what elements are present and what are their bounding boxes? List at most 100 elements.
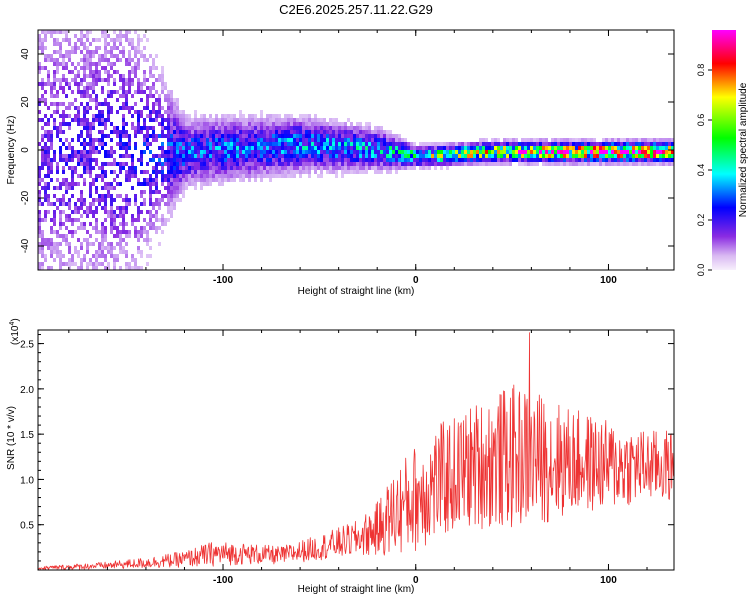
heatmap-cell [128, 38, 131, 42]
heatmap-cell [89, 66, 92, 70]
heatmap-cell [188, 138, 191, 142]
heatmap-cell [104, 210, 107, 214]
heatmap-cell [245, 138, 248, 142]
heatmap-cell [320, 166, 323, 170]
heatmap-cell [98, 62, 101, 66]
heatmap-cell [92, 146, 95, 150]
heatmap-cell [161, 170, 164, 174]
heatmap-cell [68, 262, 71, 266]
heatmap-cell [95, 150, 98, 154]
heatmap-cell [272, 158, 275, 162]
heatmap-cell [515, 138, 518, 142]
heatmap-cell [347, 126, 350, 130]
heatmap-cell [242, 130, 245, 134]
heatmap-cell [56, 66, 59, 70]
heatmap-cell [62, 102, 65, 106]
heatmap-cell [602, 162, 605, 166]
heatmap-cell [104, 198, 107, 202]
heatmap-cell [110, 206, 113, 210]
heatmap-cell [218, 142, 221, 146]
heatmap-cell [245, 130, 248, 134]
heatmap-cell [626, 158, 629, 162]
heatmap-cell [500, 162, 503, 166]
heatmap-cell [449, 158, 452, 162]
heatmap-cell [53, 102, 56, 106]
heatmap-cell [188, 118, 191, 122]
heatmap-cell [134, 218, 137, 222]
heatmap-cell [89, 94, 92, 98]
heatmap-cell [134, 62, 137, 66]
heatmap-cell [581, 158, 584, 162]
heatmap-cell [86, 266, 89, 270]
heatmap-cell [527, 146, 530, 150]
heatmap-cell [155, 110, 158, 114]
heatmap-cell [413, 150, 416, 154]
heatmap-cell [77, 122, 80, 126]
heatmap-cell [110, 150, 113, 154]
heatmap-cell [125, 150, 128, 154]
heatmap-cell [179, 150, 182, 154]
heatmap-cell [578, 162, 581, 166]
heatmap-cell [599, 146, 602, 150]
heatmap-cell [449, 146, 452, 150]
heatmap-cell [287, 134, 290, 138]
heatmap-cell [401, 138, 404, 142]
heatmap-cell [59, 198, 62, 202]
heatmap-cell [263, 142, 266, 146]
heatmap-cell [224, 178, 227, 182]
heatmap-cell [392, 158, 395, 162]
heatmap-cell [374, 134, 377, 138]
heatmap-cell [317, 146, 320, 150]
heatmap-cell [335, 138, 338, 142]
heatmap-cell [161, 178, 164, 182]
heatmap-cell [314, 138, 317, 142]
heatmap-cell [230, 138, 233, 142]
heatmap-cell [632, 158, 635, 162]
heatmap-cell [419, 166, 422, 170]
heatmap-cell [668, 150, 671, 154]
heatmap-cell [440, 158, 443, 162]
heatmap-cell [497, 150, 500, 154]
heatmap-cell [275, 162, 278, 166]
heatmap-cell [242, 154, 245, 158]
heatmap-cell [167, 90, 170, 94]
heatmap-cell [89, 58, 92, 62]
heatmap-cell [272, 122, 275, 126]
heatmap-cell [65, 262, 68, 266]
heatmap-cell [455, 154, 458, 158]
heatmap-cell [554, 138, 557, 142]
heatmap-cell [152, 110, 155, 114]
heatmap-cell [455, 146, 458, 150]
heatmap-cell [116, 234, 119, 238]
heatmap-cell [641, 150, 644, 154]
heatmap-cell [104, 170, 107, 174]
heatmap-cell [134, 202, 137, 206]
heatmap-cell [221, 166, 224, 170]
heatmap-cell [56, 70, 59, 74]
heatmap-cell [368, 146, 371, 150]
heatmap-cell [287, 126, 290, 130]
heatmap-cell [113, 246, 116, 250]
heatmap-cell [65, 234, 68, 238]
heatmap-cell [299, 174, 302, 178]
heatmap-cell [578, 138, 581, 142]
heatmap-cell [125, 34, 128, 38]
heatmap-cell [425, 142, 428, 146]
heatmap-cell [317, 138, 320, 142]
heatmap-cell [104, 246, 107, 250]
heatmap-cell [41, 82, 44, 86]
heatmap-cell [131, 122, 134, 126]
heatmap-cell [629, 142, 632, 146]
heatmap-cell [629, 162, 632, 166]
heatmap-cell [155, 182, 158, 186]
heatmap-cell [173, 150, 176, 154]
heatmap-cell [179, 122, 182, 126]
heatmap-cell [119, 242, 122, 246]
heatmap-cell [89, 170, 92, 174]
heatmap-cell [149, 54, 152, 58]
heatmap-cell [224, 114, 227, 118]
heatmap-cell [326, 146, 329, 150]
heatmap-cell [287, 138, 290, 142]
heatmap-cell [527, 142, 530, 146]
heatmap-cell [392, 138, 395, 142]
